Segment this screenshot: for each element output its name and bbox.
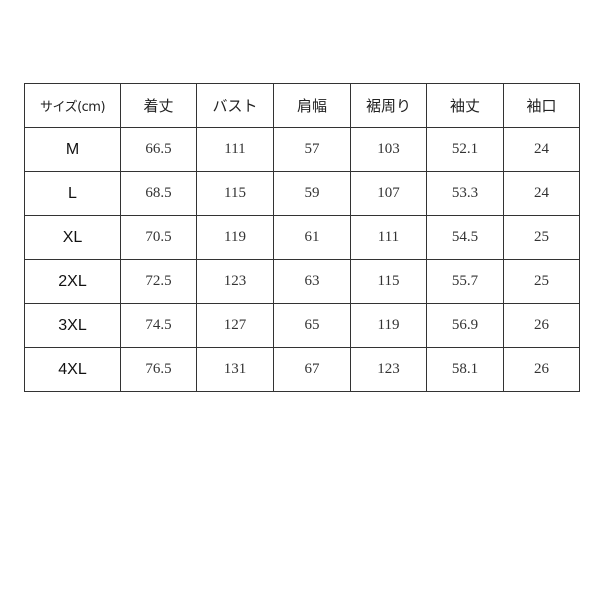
cell-shoulder: 59: [273, 171, 351, 216]
cell-hem: 111: [350, 215, 427, 260]
cell-sleeve-length: 56.9: [426, 303, 504, 348]
cell-bust: 111: [196, 127, 274, 172]
header-size: サイズ(cm): [24, 83, 121, 128]
cell-length: 70.5: [120, 215, 197, 260]
cell-cuff: 26: [503, 303, 580, 348]
cell-cuff: 24: [503, 171, 580, 216]
table-row: L 68.5 115 59 107 53.3 24: [24, 171, 580, 216]
header-row: サイズ(cm) 着丈 バスト 肩幅 裾周り 袖丈 袖口: [24, 83, 580, 128]
cell-hem: 107: [350, 171, 427, 216]
cell-shoulder: 63: [273, 259, 351, 304]
cell-size: 4XL: [24, 347, 121, 392]
cell-shoulder: 65: [273, 303, 351, 348]
cell-length: 66.5: [120, 127, 197, 172]
cell-bust: 127: [196, 303, 274, 348]
cell-sleeve-length: 55.7: [426, 259, 504, 304]
size-chart-table: サイズ(cm) 着丈 バスト 肩幅 裾周り 袖丈 袖口 M 66.5 111 57 10…: [24, 83, 580, 392]
cell-cuff: 25: [503, 215, 580, 260]
cell-sleeve-length: 52.1: [426, 127, 504, 172]
cell-cuff: 25: [503, 259, 580, 304]
cell-sleeve-length: 54.5: [426, 215, 504, 260]
cell-shoulder: 57: [273, 127, 351, 172]
header-length: 着丈: [120, 83, 197, 128]
cell-bust: 123: [196, 259, 274, 304]
cell-size: XL: [24, 215, 121, 260]
table-row: XL 70.5 119 61 111 54.5 25: [24, 215, 580, 260]
cell-hem: 119: [350, 303, 427, 348]
header-bust: バスト: [196, 83, 274, 128]
cell-cuff: 26: [503, 347, 580, 392]
cell-bust: 131: [196, 347, 274, 392]
cell-hem: 115: [350, 259, 427, 304]
table-row: 3XL 74.5 127 65 119 56.9 26: [24, 303, 580, 348]
cell-hem: 103: [350, 127, 427, 172]
header-shoulder: 肩幅: [273, 83, 351, 128]
header-sleeve-length: 袖丈: [426, 83, 504, 128]
table-row: M 66.5 111 57 103 52.1 24: [24, 127, 580, 172]
cell-hem: 123: [350, 347, 427, 392]
table-row: 4XL 76.5 131 67 123 58.1 26: [24, 347, 580, 392]
cell-bust: 115: [196, 171, 274, 216]
table-row: 2XL 72.5 123 63 115 55.7 25: [24, 259, 580, 304]
cell-bust: 119: [196, 215, 274, 260]
cell-size: 2XL: [24, 259, 121, 304]
header-cuff: 袖口: [503, 83, 580, 128]
cell-sleeve-length: 53.3: [426, 171, 504, 216]
cell-length: 74.5: [120, 303, 197, 348]
cell-shoulder: 67: [273, 347, 351, 392]
cell-cuff: 24: [503, 127, 580, 172]
cell-size: 3XL: [24, 303, 121, 348]
cell-length: 72.5: [120, 259, 197, 304]
header-hem: 裾周り: [350, 83, 427, 128]
cell-shoulder: 61: [273, 215, 351, 260]
cell-size: L: [24, 171, 121, 216]
cell-sleeve-length: 58.1: [426, 347, 504, 392]
cell-length: 68.5: [120, 171, 197, 216]
cell-size: M: [24, 127, 121, 172]
cell-length: 76.5: [120, 347, 197, 392]
